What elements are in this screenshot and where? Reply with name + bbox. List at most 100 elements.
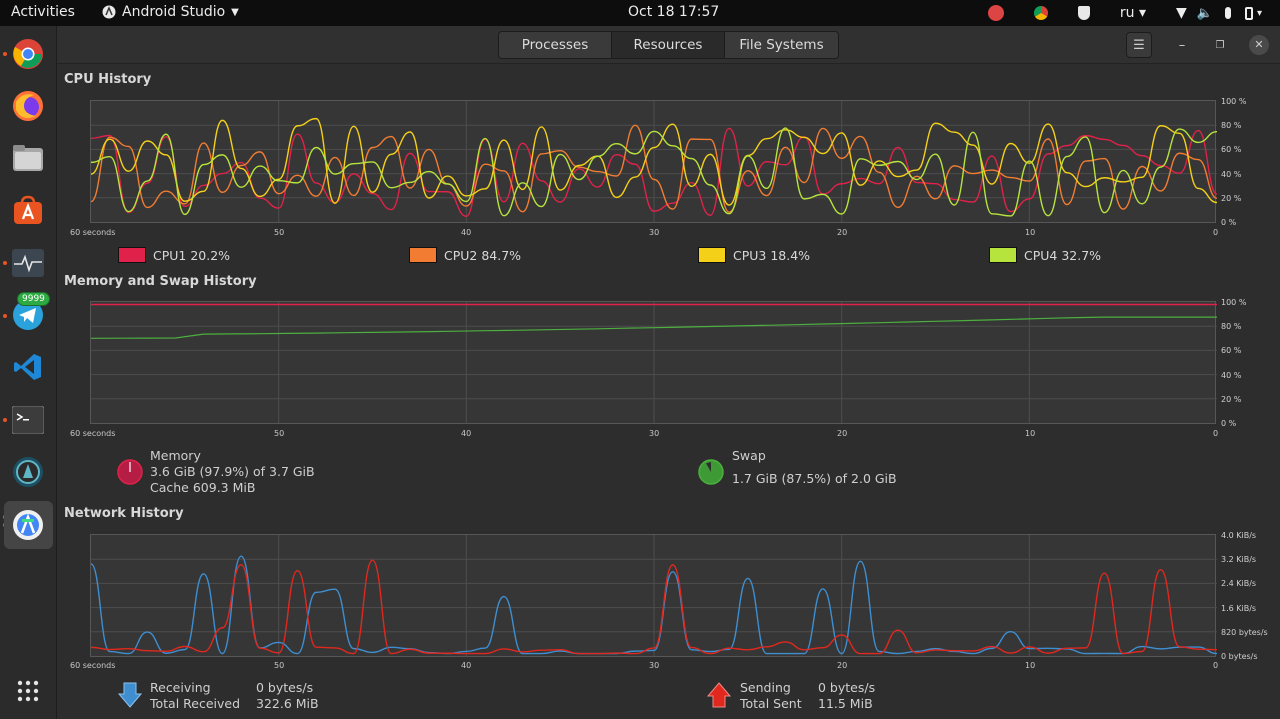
y-tick-label: 0 % (1221, 218, 1237, 227)
total-sent-value: 11.5 MiB (818, 696, 873, 711)
minimize-button[interactable]: – (1169, 32, 1195, 58)
clock[interactable]: Oct 18 17:57 (628, 4, 720, 20)
close-icon: ✕ (1249, 35, 1269, 55)
shield-icon[interactable] (1077, 6, 1090, 20)
swap-info: Swap 1.7 GiB (87.5%) of 2.0 GiB (732, 448, 897, 487)
total-received-value: 322.6 MiB (256, 696, 319, 711)
cpu-legend-item[interactable]: CPU3 18.4% (698, 247, 810, 263)
y-tick-label: 20 % (1221, 193, 1242, 203)
x-tick-label: 50 (274, 228, 285, 237)
files-icon[interactable] (9, 139, 47, 177)
menu-button[interactable]: ☰ (1126, 32, 1152, 58)
header-bar: Processes Resources File Systems ☰ – ❐ ✕ (57, 26, 1280, 64)
cpu-legend-item[interactable]: CPU2 84.7% (409, 247, 521, 263)
top-bar: Activities Android Studio ▼ Oct 18 17:57… (0, 0, 1280, 26)
kdenlive-icon[interactable] (9, 453, 47, 491)
hamburger-icon: ☰ (1133, 37, 1145, 53)
y-tick-label: 100 % (1221, 97, 1247, 106)
color-swatch[interactable] (118, 247, 146, 263)
sending-info: Sending 0 bytes/s Total Sent 11.5 MiB (740, 680, 875, 712)
maximize-icon: ❐ (1215, 39, 1225, 51)
show-apps-icon[interactable] (9, 672, 47, 710)
total-received-label: Total Received (150, 696, 241, 711)
memory-info: Memory 3.6 GiB (97.9%) of 3.7 GiB Cache … (150, 448, 315, 496)
tab-resources[interactable]: Resources (612, 32, 725, 58)
sending-label: Sending (740, 680, 791, 695)
y-tick-label: 1.6 KiB/s (1221, 603, 1257, 613)
memory-history-plot (91, 302, 1217, 423)
color-swatch[interactable] (989, 247, 1017, 263)
running-indicator (3, 418, 7, 422)
close-button[interactable]: ✕ (1246, 32, 1272, 58)
app-name: Android Studio (122, 4, 226, 20)
x-tick-label: 60 seconds (70, 228, 116, 237)
android-studio-app-icon (102, 5, 116, 19)
x-tick-label: 40 (461, 228, 472, 237)
color-swatch[interactable] (409, 247, 437, 263)
tab-file-systems[interactable]: File Systems (725, 32, 838, 58)
screen-record-icon[interactable] (987, 5, 1004, 21)
running-indicator (3, 52, 7, 56)
y-tick-label: 40 % (1221, 370, 1242, 380)
network-history-plot (91, 535, 1217, 656)
receiving-arrow-icon (118, 682, 142, 708)
tab-processes[interactable]: Processes (499, 32, 612, 58)
running-indicator (3, 261, 7, 265)
cpu-legend-item[interactable]: CPU4 32.7% (989, 247, 1101, 263)
memory-value: 3.6 GiB (97.9%) of 3.7 GiB (150, 464, 315, 479)
terminal-icon[interactable] (9, 401, 47, 439)
x-tick-label: 60 seconds (70, 661, 116, 670)
x-tick-label: 30 (649, 661, 660, 670)
language-indicator[interactable]: ru ▾ (1119, 5, 1146, 21)
network-history-graph (90, 534, 1217, 657)
cpu-legend-item[interactable]: CPU1 20.2% (118, 247, 230, 263)
app-menu[interactable]: Android Studio ▼ (102, 4, 239, 20)
x-tick-label: 60 seconds (70, 429, 116, 438)
swap-pie-icon (698, 459, 724, 485)
wifi-icon[interactable]: ▼ (1176, 5, 1187, 21)
cpu-series-line (91, 124, 1217, 213)
cpu-history-graph (90, 100, 1217, 223)
memory-pie-icon (117, 459, 143, 485)
running-indicator (3, 314, 7, 318)
memory-swap-history-title: Memory and Swap History (64, 274, 257, 289)
language-label: ru (1119, 5, 1135, 21)
cpu-history-plot (91, 101, 1217, 222)
x-tick-label: 20 (837, 228, 848, 237)
android-studio-icon[interactable] (9, 506, 47, 544)
x-tick-label: 0 (1213, 228, 1219, 237)
vscode-icon[interactable] (9, 348, 47, 386)
activities-button[interactable]: Activities (11, 4, 75, 20)
x-tick-label: 30 (649, 429, 660, 438)
software-center-icon[interactable] (9, 191, 47, 229)
notification-badge: 9999 (17, 292, 50, 306)
cpu-series-line (91, 127, 1217, 217)
cpu-history-title: CPU History (64, 72, 152, 87)
system-monitor-window: Processes Resources File Systems ☰ – ❐ ✕… (57, 26, 1280, 719)
swap-value: 1.7 GiB (87.5%) of 2.0 GiB (732, 471, 897, 486)
y-tick-label: 80 % (1221, 121, 1242, 131)
cpu-legend-label: CPU2 84.7% (444, 247, 522, 263)
sending-value: 0 bytes/s (818, 680, 876, 695)
speaker-icon[interactable]: 🔈 (1196, 5, 1213, 21)
sending-arrow-icon (707, 682, 731, 708)
x-tick-label: 20 (837, 661, 848, 670)
color-swatch[interactable] (698, 247, 726, 263)
x-tick-label: 20 (837, 429, 848, 438)
power-menu-chevron-icon[interactable]: ▾ (1256, 7, 1262, 19)
x-tick-label: 10 (1025, 228, 1036, 237)
firefox-icon[interactable] (9, 87, 47, 125)
y-tick-label: 80 % (1221, 322, 1242, 332)
x-tick-label: 10 (1025, 661, 1036, 670)
telegram-icon[interactable]: 9999 (9, 292, 50, 334)
x-tick-label: 40 (461, 661, 472, 670)
chrome-icon[interactable] (9, 35, 47, 73)
microphone-icon[interactable] (1224, 7, 1231, 19)
receiving-label: Receiving (150, 680, 211, 695)
maximize-button[interactable]: ❐ (1207, 32, 1233, 58)
x-tick-label: 40 (461, 429, 472, 438)
system-monitor-icon[interactable] (9, 244, 47, 282)
battery-icon[interactable] (1244, 6, 1253, 20)
receiving-info: Receiving 0 bytes/s Total Received 322.6 M… (150, 680, 319, 712)
chrome-tray-icon[interactable] (1033, 6, 1048, 20)
